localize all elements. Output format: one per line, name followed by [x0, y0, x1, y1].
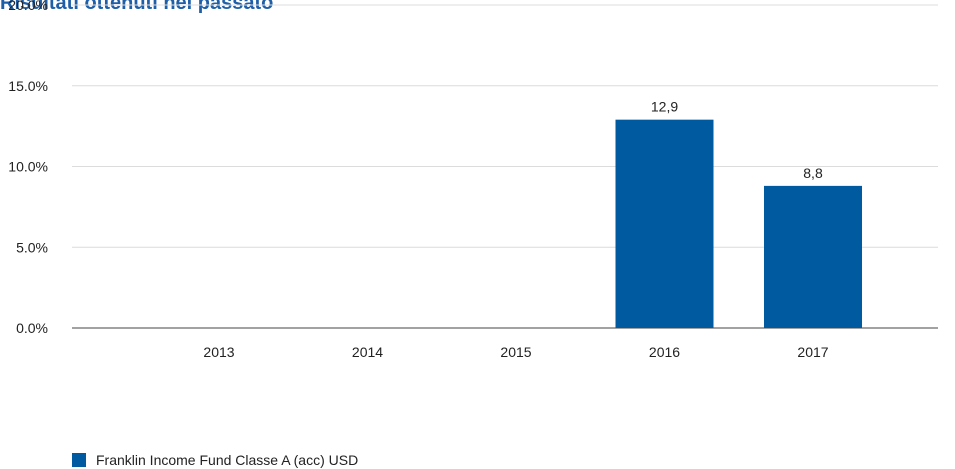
y-tick-label: 10.0%: [8, 159, 48, 175]
x-tick-label: 2017: [797, 344, 828, 360]
y-tick-label: 5.0%: [16, 239, 48, 255]
bar: [615, 119, 714, 328]
y-tick-label: 20.0%: [8, 0, 48, 13]
bar: [764, 185, 862, 328]
bar-value-label: 12,9: [651, 99, 678, 115]
bar-chart: 0.0% 5.0% 10.0% 15.0% 20.0% 2013 2014 2015 12,9 2…: [8, 0, 938, 360]
x-tick-label: 2014: [352, 344, 383, 360]
x-tick-label: 2015: [500, 344, 531, 360]
legend-swatch: [72, 453, 86, 467]
y-tick-label: 0.0%: [16, 320, 48, 336]
x-tick-label: 2016: [649, 344, 680, 360]
legend-label: Franklin Income Fund Classe A (acc) USD: [96, 452, 359, 468]
bar-value-label: 8,8: [803, 165, 823, 181]
y-tick-label: 15.0%: [8, 78, 48, 94]
legend: Franklin Income Fund Classe A (acc) USD: [72, 452, 358, 468]
chart-title: Risultati ottenuti nel passato: [0, 0, 274, 14]
x-tick-label: 2013: [203, 344, 234, 360]
